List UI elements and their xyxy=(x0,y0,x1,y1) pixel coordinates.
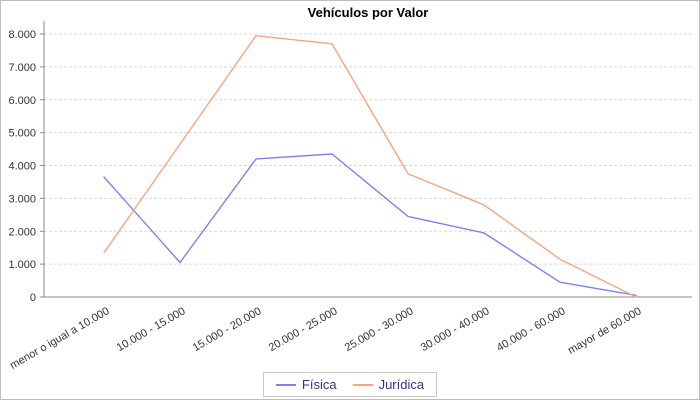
legend: Física Jurídica xyxy=(1,372,699,397)
legend-box: Física Jurídica xyxy=(262,372,438,397)
chart-title: Vehículos por Valor xyxy=(307,5,429,20)
y-tick-label: 4.000 xyxy=(8,161,36,173)
x-axis-labels: menor o igual a 10.000 10.000 - 15.000 15.… xyxy=(8,305,643,369)
legend-line-swatch xyxy=(352,383,373,386)
y-axis-ticks xyxy=(40,33,44,298)
y-tick-label: 1.000 xyxy=(8,259,36,271)
legend-item-fisica: Física xyxy=(275,377,337,392)
x-tick-label: 10.000 - 15.000 xyxy=(115,305,188,354)
y-tick-label: 0 xyxy=(30,292,36,304)
y-axis-labels: 0 1.000 2.000 3.000 4.000 5.000 6.000 7.000 8.00… xyxy=(8,29,36,304)
y-tick-label: 7.000 xyxy=(8,62,36,74)
gridlines xyxy=(44,33,692,265)
y-tick-label: 6.000 xyxy=(8,95,36,107)
series-line-fisica xyxy=(103,153,637,297)
x-tick-label: 15.000 - 20.000 xyxy=(191,305,264,354)
y-tick-label: 8.000 xyxy=(8,29,36,41)
x-tick-label: menor o igual a 10.000 xyxy=(8,305,111,369)
x-tick-label: 25.000 - 30.000 xyxy=(343,305,416,354)
y-tick-label: 5.000 xyxy=(8,128,36,140)
x-tick-label: 30.000 - 40.000 xyxy=(419,305,492,354)
y-tick-label: 3.000 xyxy=(8,193,36,205)
legend-line-swatch xyxy=(275,383,296,386)
x-tick-label: 40.000 - 60.000 xyxy=(495,305,568,354)
legend-label: Jurídica xyxy=(378,377,425,392)
y-tick-label: 2.000 xyxy=(8,226,36,238)
legend-item-juridica: Jurídica xyxy=(352,377,425,392)
series-line-juridica xyxy=(103,34,637,298)
x-tick-label: 20.000 - 25.000 xyxy=(267,305,340,354)
plot-area: 0 1.000 2.000 3.000 4.000 5.000 6.000 7.000 8.00… xyxy=(8,21,692,369)
x-tick-label: mayor de 60.000 xyxy=(566,305,644,357)
legend-label: Física xyxy=(301,377,337,392)
